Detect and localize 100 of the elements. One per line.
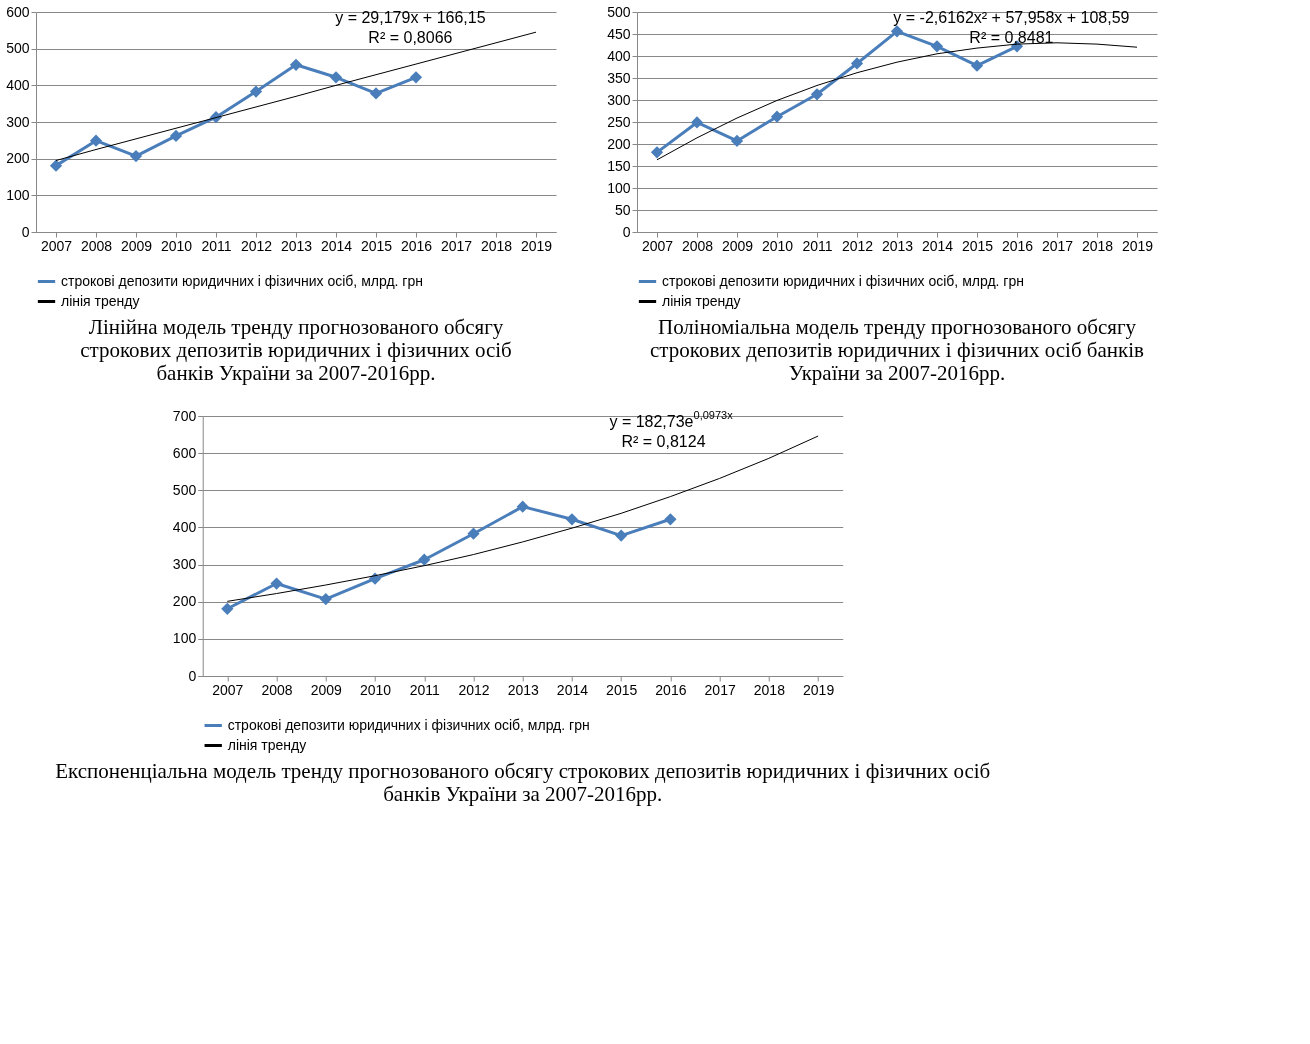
- x-tick-label: 2014: [320, 237, 353, 254]
- y-tick-label: 350: [607, 69, 631, 86]
- text: Лінійна модель тренду прогнозованого обсягу строкових депозитів юридичних і фізичних осіб банків України за 2007-2016рр.: [80, 315, 512, 385]
- point: [467, 527, 480, 540]
- y-tick-label: 0: [21, 223, 30, 240]
- legend-label: лінія тренду: [227, 736, 307, 753]
- y-tick-label: 400: [607, 47, 631, 64]
- point: [369, 87, 383, 100]
- legend-label: строкові депозити юридичних і фізичних осіб, млрд. грн: [662, 272, 1024, 289]
- point: [930, 40, 944, 53]
- x-tick-label: 2016: [655, 681, 687, 698]
- point: [970, 59, 984, 72]
- point: [730, 134, 744, 148]
- y-tick-label: 250: [607, 113, 631, 130]
- y-tick-label: 200: [607, 135, 631, 152]
- legend-label: лінія тренду: [61, 292, 140, 309]
- x-tick-label: 2012: [841, 237, 874, 254]
- x-tick-label: 2015: [961, 237, 994, 254]
- x-tick-label: 2010: [160, 237, 193, 254]
- point: [129, 149, 143, 163]
- point: [770, 110, 784, 123]
- y-tick-label: 200: [172, 593, 197, 610]
- y-tick-label: 0: [188, 667, 197, 684]
- point: [615, 529, 628, 542]
- x-tick-label: 2008: [261, 681, 293, 698]
- y-tick-label: 400: [172, 518, 197, 535]
- x-tick-label: 2013: [280, 237, 313, 254]
- y-tick-label: 100: [607, 179, 631, 196]
- point: [664, 513, 677, 526]
- point: [49, 159, 63, 172]
- x-tick-label: 2013: [507, 681, 539, 698]
- x-tick-label: 2007: [212, 681, 244, 698]
- annotation: R² = 0,8066: [368, 29, 453, 46]
- y-tick-label: 100: [172, 630, 197, 647]
- annotation: R² = 0,8124: [621, 433, 706, 450]
- x-tick-label: 2007: [641, 237, 674, 254]
- x-tick-label: 2011: [409, 681, 441, 698]
- point: [890, 25, 904, 38]
- x-tick-label: 2010: [359, 681, 392, 698]
- point: [418, 553, 431, 566]
- y-tick-label: 400: [6, 76, 30, 93]
- x-tick-label: 2015: [606, 681, 638, 698]
- x-tick-label: 2009: [120, 237, 153, 254]
- y-tick-label: 300: [607, 91, 631, 108]
- x-tick-label: 2019: [1121, 237, 1154, 254]
- point: [319, 592, 332, 606]
- y-tick-label: 50: [614, 201, 631, 218]
- x-tick-label: 2012: [240, 237, 273, 254]
- point: [221, 602, 234, 615]
- x-tick-label: 2011: [802, 237, 833, 254]
- point: [650, 146, 664, 159]
- x-tick-label: 2013: [881, 237, 914, 254]
- point: [329, 71, 343, 84]
- x-tick-label: 2007: [40, 237, 73, 254]
- y-tick-label: 500: [6, 40, 30, 57]
- point: [690, 116, 704, 129]
- y-tick-label: 200: [6, 150, 30, 167]
- point: [249, 85, 263, 98]
- text: Поліноміальна модель тренду прогнозованого обсягу строкових депозитів юридичних і фізичних осіб банків України за 2007-2016рр.: [649, 315, 1145, 385]
- point: [516, 500, 529, 513]
- annotation: R² = 0,8481: [969, 29, 1054, 46]
- x-tick-label: 2014: [556, 681, 589, 698]
- y-tick-label: 500: [607, 3, 631, 20]
- x-tick-label: 2018: [1081, 237, 1114, 254]
- y-tick-label: 300: [172, 556, 197, 573]
- y-tick-label: 300: [6, 113, 30, 130]
- y-tick-label: 600: [6, 3, 30, 20]
- x-tick-label: 2014: [921, 237, 954, 254]
- legend-label: строкові депозити юридичних і фізичних осіб, млрд. грн: [61, 272, 423, 289]
- annotation: y = 29,179x + 166,15: [335, 9, 486, 26]
- x-tick-label: 2019: [803, 681, 835, 698]
- x-tick-label: 2017: [1041, 237, 1074, 254]
- x-tick-label: 2008: [80, 237, 113, 254]
- point: [565, 513, 579, 526]
- legend-label: лінія тренду: [662, 292, 741, 309]
- point: [810, 88, 824, 101]
- point: [270, 577, 283, 590]
- x-tick-label: 2016: [1001, 237, 1034, 254]
- y-tick-label: 450: [607, 25, 631, 42]
- text: Експоненціальна модель тренду прогнозованого обсягу строкових депозитів юридичних і фізичних осіб банків України за 2007-2016рр.: [55, 759, 991, 806]
- x-tick-label: 2010: [761, 237, 794, 254]
- x-tick-label: 2012: [458, 681, 490, 698]
- x-tick-label: 2019: [520, 237, 553, 254]
- x-tick-label: 2017: [704, 681, 736, 698]
- y-tick-label: 500: [172, 481, 197, 498]
- legend-label: строкові депозити юридичних і фізичних осіб, млрд. грн: [227, 716, 590, 733]
- x-tick-label: 2018: [753, 681, 786, 698]
- y-tick-label: 150: [607, 157, 631, 174]
- x-tick-label: 2011: [201, 237, 232, 254]
- x-tick-label: 2009: [310, 681, 343, 698]
- x-tick-label: 2018: [480, 237, 513, 254]
- x-tick-label: 2017: [440, 237, 473, 254]
- point: [409, 71, 423, 84]
- y-tick-label: 700: [172, 407, 197, 424]
- point: [850, 57, 864, 70]
- x-tick-label: 2015: [360, 237, 393, 254]
- x-tick-label: 2016: [400, 237, 433, 254]
- x-tick-label: 2008: [681, 237, 714, 254]
- point: [169, 129, 183, 143]
- point: [289, 58, 303, 71]
